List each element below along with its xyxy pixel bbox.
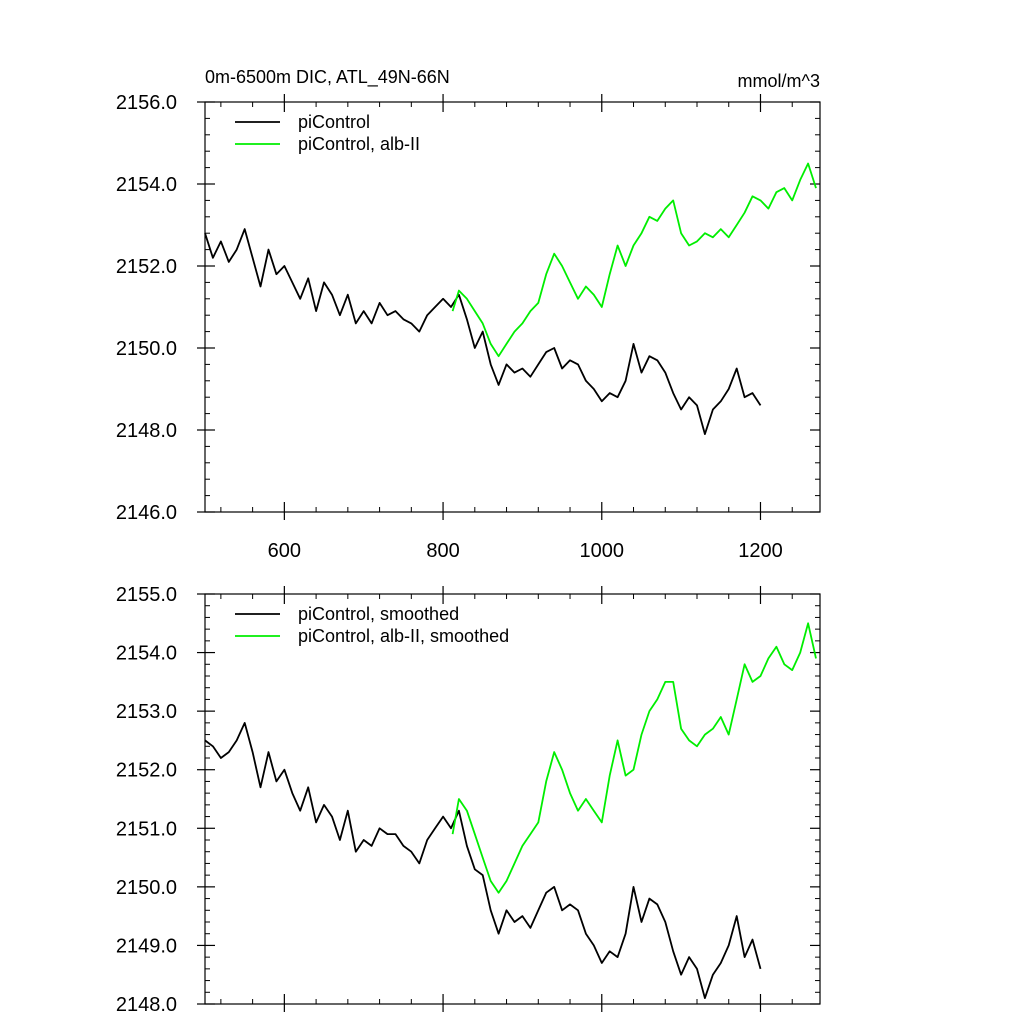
y-tick-label: 2155.0 <box>116 584 177 606</box>
y-tick-label: 2151.0 <box>116 818 177 840</box>
series-line-picontrol <box>204 228 762 435</box>
chart-title: 0m-6500m DIC, ATL_49N-66N <box>205 67 450 88</box>
y-tick-label: 2153.0 <box>116 701 177 723</box>
x-tick-label: 1200 <box>738 540 783 562</box>
y-tick-label: 2150.0 <box>116 338 177 360</box>
y-tick-label: 2148.0 <box>116 994 177 1016</box>
y-tick-label: 2154.0 <box>116 643 177 665</box>
y-tick-label: 2150.0 <box>116 877 177 899</box>
x-tick-label: 800 <box>426 540 459 562</box>
y-tick-label: 2156.0 <box>116 92 177 114</box>
y-tick-label: 2148.0 <box>116 420 177 442</box>
series-line-alb-ii <box>451 622 817 894</box>
y-tick-label: 2146.0 <box>116 502 177 524</box>
series-line-picontrol <box>204 722 762 999</box>
legend-label: piControl <box>298 112 370 132</box>
bottom-panel: 2148.0 2149.0 2150.0 2151.0 2152.0 2153.0 2154… <box>116 584 821 1016</box>
units-label: mmol/m^3 <box>738 71 820 91</box>
y-tick-label: 2152.0 <box>116 760 177 782</box>
y-tick-label: 2152.0 <box>116 256 177 278</box>
y-tick-label: 2154.0 <box>116 174 177 196</box>
legend-label: piControl, smoothed <box>298 604 459 624</box>
legend-label: piControl, alb-II, smoothed <box>298 626 509 646</box>
x-tick-label: 1000 <box>580 540 625 562</box>
top-panel: 0m-6500m DIC, ATL_49N-66N mmol/m^3 2146.… <box>116 67 821 562</box>
y-tick-label: 2149.0 <box>116 935 177 957</box>
plot-frame <box>204 101 821 513</box>
x-tick-label: 600 <box>268 540 301 562</box>
legend-label: piControl, alb-II <box>298 134 420 154</box>
series-line-alb-ii <box>451 162 817 358</box>
plot-frame <box>204 593 821 1005</box>
